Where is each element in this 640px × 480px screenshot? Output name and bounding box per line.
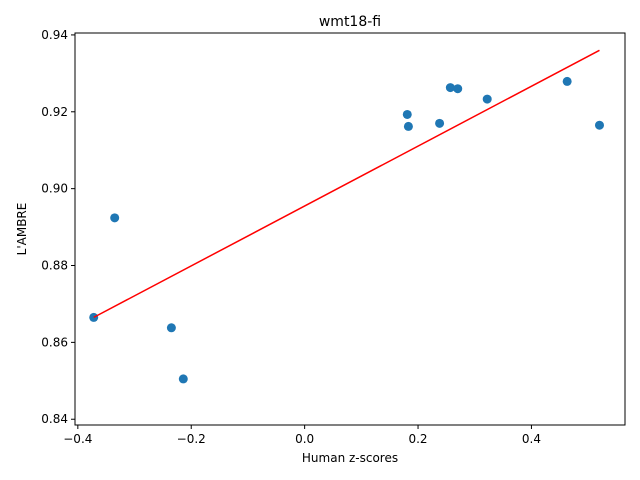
- x-tick-label: 0.4: [522, 432, 541, 446]
- data-point: [178, 374, 188, 384]
- plot-marks: [89, 49, 604, 384]
- data-point: [403, 121, 413, 131]
- data-point: [166, 323, 176, 333]
- x-axis-label: Human z-scores: [302, 451, 398, 465]
- x-tick-label: −0.4: [63, 432, 92, 446]
- y-axis-label: L'AMBRE: [15, 203, 29, 256]
- y-tick-label: 0.86: [41, 335, 68, 349]
- y-tick-label: 0.94: [41, 28, 68, 42]
- data-point: [435, 118, 445, 128]
- data-point: [402, 109, 412, 119]
- x-tick-label: 0.0: [295, 432, 314, 446]
- y-tick-label: 0.84: [41, 412, 68, 426]
- y-tick-label: 0.88: [41, 259, 68, 273]
- x-tick-label: −0.2: [177, 432, 206, 446]
- x-axis: −0.4 −0.2 0.0 0.2 0.4: [63, 425, 541, 446]
- x-tick-label: 0.2: [408, 432, 427, 446]
- y-axis: 0.84 0.86 0.88 0.90 0.92 0.94: [41, 28, 75, 426]
- data-point: [445, 83, 455, 93]
- data-point: [562, 76, 572, 86]
- chart-title: wmt18-fi: [319, 14, 381, 30]
- data-point: [482, 94, 492, 104]
- y-tick-label: 0.92: [41, 105, 68, 119]
- data-point: [594, 120, 604, 130]
- y-tick-label: 0.90: [41, 182, 68, 196]
- plot-frame: [74, 32, 626, 426]
- data-point: [110, 213, 120, 223]
- fit-line: [93, 49, 600, 319]
- data-point: [453, 84, 463, 94]
